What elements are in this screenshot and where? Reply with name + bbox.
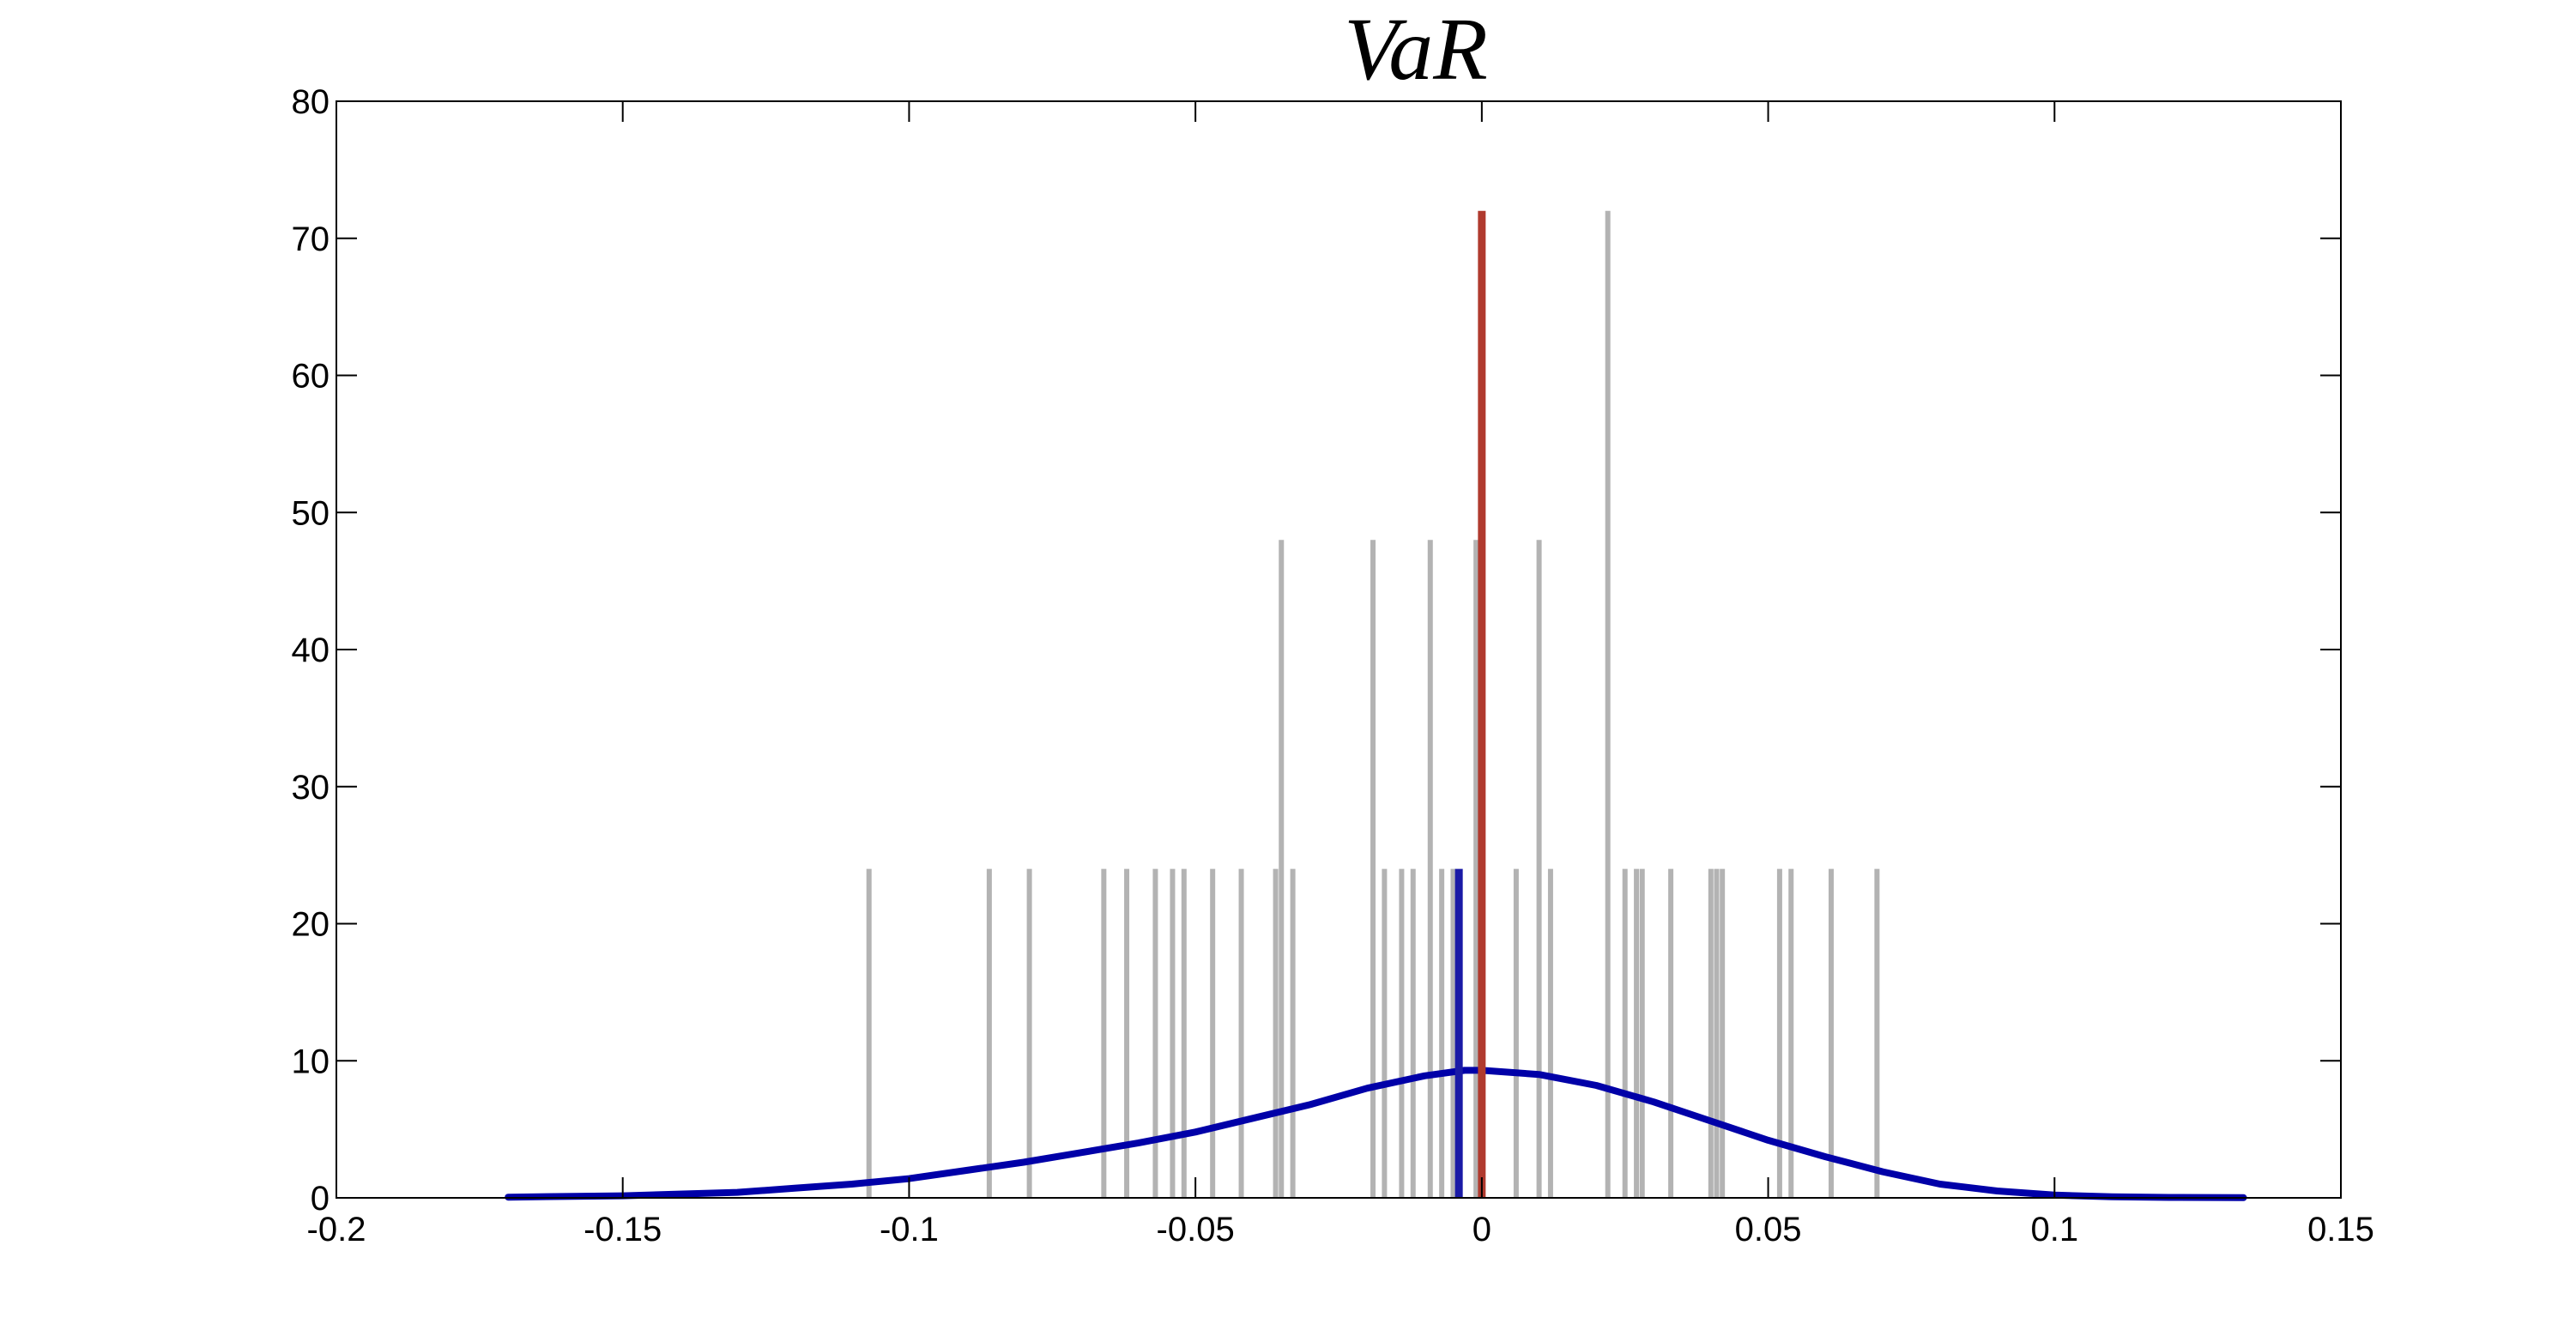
x-tick-label: 0.15 xyxy=(2307,1211,2374,1248)
plot-area: 0 10 20 30 40 50 60 70 80 -0.2 -0.15 -0.1 -0.05 0 0.05… xyxy=(292,83,2374,1248)
y-tick-label: 40 xyxy=(292,632,330,669)
x-tick-label: 0 xyxy=(1472,1211,1491,1248)
x-tick-label: -0.2 xyxy=(307,1211,366,1248)
y-tick-label: 80 xyxy=(292,83,330,121)
y-tick-label: 70 xyxy=(292,221,330,258)
x-tick-label: 0.05 xyxy=(1735,1211,1802,1248)
y-tick-label: 20 xyxy=(292,906,330,944)
y-tick-label: 60 xyxy=(292,358,330,396)
x-tick-label: -0.15 xyxy=(584,1211,662,1248)
y-tick-label: 30 xyxy=(292,769,330,807)
x-tick-label: 0.1 xyxy=(2030,1211,2078,1248)
x-tick-label: -0.05 xyxy=(1157,1211,1235,1248)
y-tick-label: 10 xyxy=(292,1043,330,1080)
y-tick-label: 0 xyxy=(311,1180,330,1218)
y-tick-label: 50 xyxy=(292,494,330,532)
x-tick-label: -0.1 xyxy=(880,1211,939,1248)
chart-title: VaR xyxy=(1344,0,1488,99)
density-curve xyxy=(505,1067,2247,1201)
